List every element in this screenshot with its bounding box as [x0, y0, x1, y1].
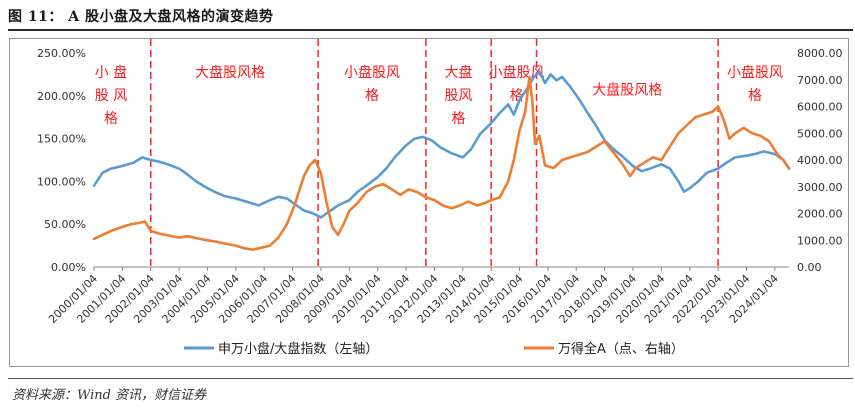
y-left-tick-label: 200.00%	[37, 90, 86, 103]
axes: 0.00% 50.00% 100.00% 150.00% 200.00% 250.00% 0…	[37, 47, 842, 326]
regime-label: 大盘股风格	[592, 81, 662, 98]
y-right-tick-label: 0.00	[797, 261, 822, 274]
regime-label: 股风	[445, 88, 473, 104]
y-right-tick-label: 4000.00	[797, 154, 843, 167]
regime-label: 股 风	[95, 88, 127, 104]
regime-label: 大盘股风格	[195, 64, 265, 81]
y-left-tick-label: 100.00%	[37, 175, 86, 188]
regime-label: 小盘股风	[344, 64, 400, 81]
y-left-tick-label: 50.00%	[44, 218, 86, 231]
regime-label: 格	[748, 88, 762, 104]
series-line-0	[92, 70, 791, 219]
regime-label: 格	[452, 111, 466, 127]
chart-frame	[9, 38, 849, 367]
legend-label-0: 申万小盘/大盘指数（左轴）	[218, 341, 378, 357]
series-line-1	[92, 75, 791, 251]
regime-label: 小 盘	[95, 64, 127, 81]
y-right-tick-label: 1000.00	[797, 234, 843, 247]
source-rule	[8, 378, 853, 379]
y-left-tick-label: 0.00%	[51, 261, 86, 274]
y-right-tick-label: 8000.00	[797, 47, 843, 60]
regime-label: 格	[365, 88, 379, 104]
y-right-tick-label: 5000.00	[797, 127, 843, 140]
y-right-tick-label: 6000.00	[797, 101, 843, 114]
title-rule	[8, 29, 853, 31]
regime-label: 小盘股风	[489, 64, 545, 81]
y-left-tick-label: 250.00%	[37, 47, 86, 60]
y-left-tick-label: 150.00%	[37, 133, 86, 146]
legend-label-1: 万得全A（点、右轴）	[558, 341, 684, 357]
y-right-tick-label: 2000.00	[797, 208, 843, 221]
series-lines	[92, 70, 791, 251]
figure-title: 图 11： A 股小盘及大盘风格的演变趋势	[8, 9, 274, 25]
y-right-tick-label: 7000.00	[797, 74, 843, 87]
source-note: 资料来源：Wind 资讯，财信证券	[12, 388, 207, 403]
y-right-tick-label: 3000.00	[797, 181, 843, 194]
regime-label: 小盘股风	[727, 64, 783, 81]
legend: 申万小盘/大盘指数（左轴） 万得全A（点、右轴）	[184, 341, 684, 357]
figure-title-bar: 图 11： A 股小盘及大盘风格的演变趋势	[8, 4, 853, 31]
regime-label: 大盘	[445, 64, 473, 81]
regime-label: 格	[104, 111, 118, 127]
